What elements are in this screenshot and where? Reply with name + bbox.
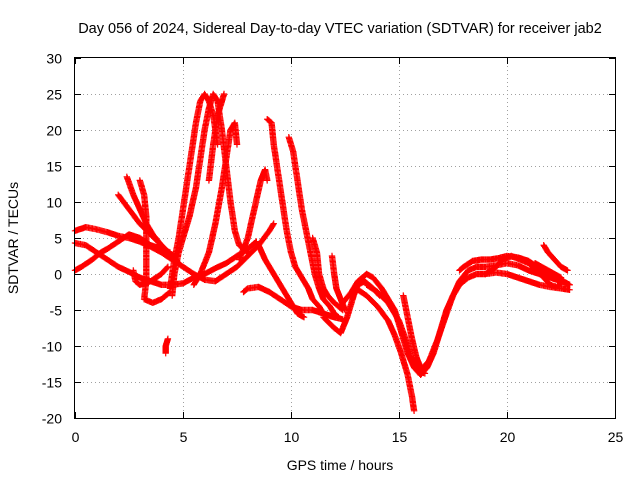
y-tick-label: -5 [50,303,63,319]
series-trace-30 [531,260,565,281]
series-markers [540,242,571,274]
series-trace-15 [264,116,346,323]
y-tick-label: 20 [46,123,62,139]
series-trace-28 [482,252,567,291]
chart-title: Day 056 of 2024, Sidereal Day-to-day VTE… [78,21,602,37]
y-tick-label: 15 [46,159,62,175]
series-markers [363,281,429,377]
series-markers [190,119,241,288]
series-layer [71,90,573,414]
series-trace-7 [130,263,172,288]
series-trace-8 [162,335,172,357]
series-trace-17 [255,242,308,321]
series-trace-10 [166,90,221,292]
x-tick-label: 20 [500,429,516,445]
series-trace-18 [309,234,346,314]
y-tick-label: 30 [46,51,62,67]
y-tick-labels: -20 -15 -10 -5 0 5 10 15 20 25 30 [42,51,62,427]
series-trace-11 [190,119,241,288]
y-tick-label: -20 [42,411,62,427]
series-markers [162,335,172,357]
x-tick-label: 25 [608,429,624,445]
series-markers [236,166,271,263]
x-tick-label: 0 [72,429,80,445]
x-tick-labels: 0 5 10 15 20 25 [72,429,624,445]
series-markers [285,134,342,321]
series-trace-12 [205,90,228,184]
series-trace-16 [285,134,342,321]
y-axis-title: SDTVAR / TECUs [5,182,21,294]
series-trace-14 [236,166,271,263]
series-markers [352,285,418,414]
y-tick-label: 0 [54,267,62,283]
ticks [75,58,616,419]
series-markers [166,90,221,292]
x-tick-label: 10 [284,429,300,445]
series-markers [264,116,346,323]
y-tick-label: -10 [42,339,62,355]
x-tick-label: 5 [180,429,188,445]
plot-frame [74,57,616,419]
x-tick-label: 15 [392,429,408,445]
series-trace-22 [352,285,418,414]
series-markers [531,260,565,281]
y-tick-label: 10 [46,195,62,211]
y-tick-label: -15 [42,375,62,391]
series-markers [130,263,172,288]
y-tick-label: 5 [54,231,62,247]
y-tick-label: 25 [46,87,62,103]
series-markers [205,90,228,184]
series-markers [482,252,567,291]
series-markers [255,242,308,321]
series-markers [309,234,346,314]
x-axis-title: GPS time / hours [287,457,394,473]
series-trace-29 [540,242,571,274]
series-trace-24 [363,281,429,377]
series-markers [400,292,424,371]
series-trace-23 [400,292,424,371]
